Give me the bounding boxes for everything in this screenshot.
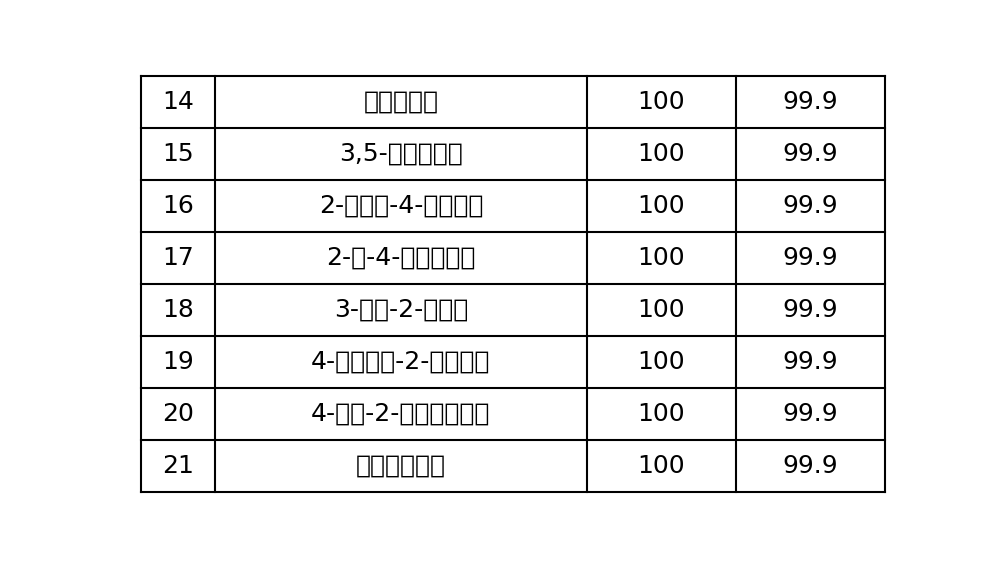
Text: 99.9: 99.9 (782, 246, 838, 270)
Text: 99.9: 99.9 (782, 402, 838, 425)
Text: 99.9: 99.9 (782, 350, 838, 374)
Text: 14: 14 (162, 90, 194, 114)
Text: 15: 15 (162, 142, 194, 166)
Text: 4-硕基-2-氯苯甲酸甲酯: 4-硕基-2-氯苯甲酸甲酯 (311, 402, 491, 425)
Text: 99.9: 99.9 (782, 298, 838, 322)
Text: 18: 18 (162, 298, 194, 322)
Text: 100: 100 (637, 142, 685, 166)
Text: 2-甲氧基-4-氟硕基苯: 2-甲氧基-4-氟硕基苯 (319, 194, 483, 218)
Text: 3,5-二氯硕基苯: 3,5-二氯硕基苯 (339, 142, 463, 166)
Text: 99.9: 99.9 (782, 90, 838, 114)
Text: 99.9: 99.9 (782, 454, 838, 478)
Text: 21: 21 (162, 454, 194, 478)
Text: 100: 100 (637, 246, 685, 270)
Text: 19: 19 (162, 350, 194, 374)
Text: 2-氟-4-甲基硕基苯: 2-氟-4-甲基硕基苯 (326, 246, 476, 270)
Text: 邻渴硕基苯: 邻渴硕基苯 (363, 90, 438, 114)
Text: 100: 100 (637, 90, 685, 114)
Text: 16: 16 (162, 194, 194, 218)
Text: 17: 17 (162, 246, 194, 270)
Text: 4-乙酰氨基-2-氯硕基苯: 4-乙酰氨基-2-氯硕基苯 (311, 350, 491, 374)
Text: 99.9: 99.9 (782, 194, 838, 218)
Text: 20: 20 (162, 402, 194, 425)
Text: 3-硕基-2-氯苯胺: 3-硕基-2-氯苯胺 (334, 298, 468, 322)
Text: 间硕基苯磺酸: 间硕基苯磺酸 (356, 454, 446, 478)
Text: 100: 100 (637, 454, 685, 478)
Text: 100: 100 (637, 402, 685, 425)
Text: 100: 100 (637, 194, 685, 218)
Text: 100: 100 (637, 298, 685, 322)
Text: 99.9: 99.9 (782, 142, 838, 166)
Text: 100: 100 (637, 350, 685, 374)
